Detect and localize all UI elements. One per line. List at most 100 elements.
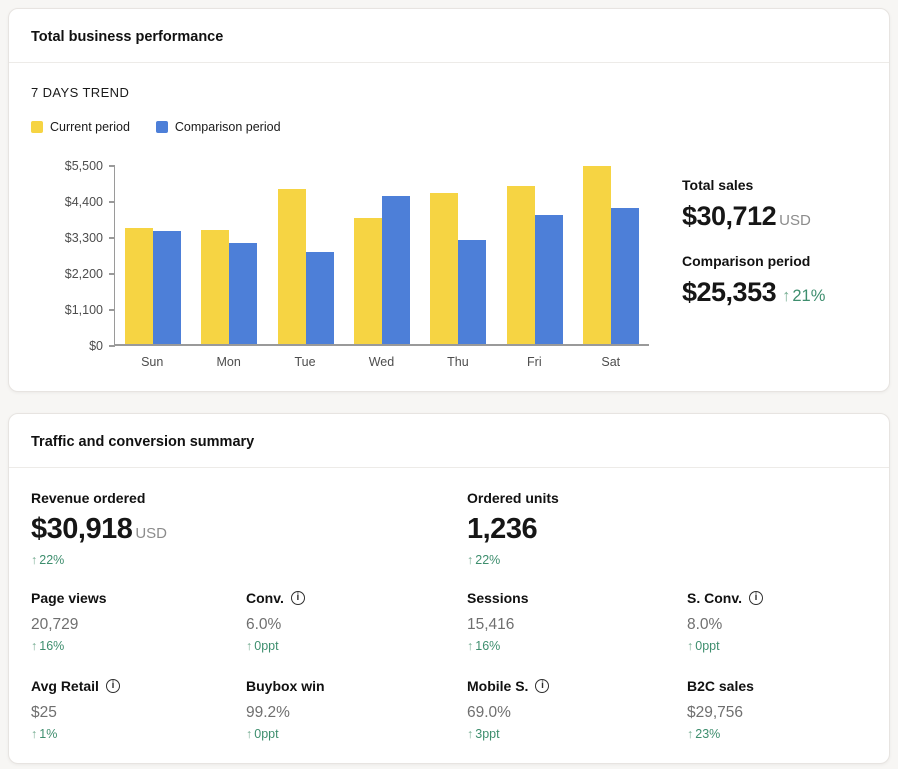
up-arrow-icon: ↑ [467,727,474,741]
legend-swatch-icon [155,121,168,133]
metric-label-text: Page views [31,590,107,606]
comparison-delta: ↑ 21% [782,287,825,305]
bar-group-sat [573,165,649,344]
metric-delta-value: 23% [695,727,721,741]
comparison-period-value: $25,353 ↑ 21% [682,277,825,308]
current-period-bar-fri[interactable] [506,185,535,344]
y-axis-label: $0 [89,339,103,353]
info-icon[interactable]: i [535,679,550,693]
info-icon[interactable]: i [290,591,305,605]
info-icon[interactable]: i [105,679,120,693]
metric-sessions: Sessions 15,416 ↑ 16% [467,590,687,653]
comparison-period-bar-mon[interactable] [229,242,258,344]
metric-delta: ↑ 23% [687,727,867,741]
metric-label: S. Conv. i [687,590,867,606]
y-axis-label: $5,500 [64,159,103,173]
metric-s-conv: S. Conv. i 8.0% ↑ 0ppt [687,590,867,653]
up-arrow-icon: ↑ [31,727,38,741]
current-period-bar-mon[interactable] [201,229,230,344]
primary-metric-amount: 1,236 [467,513,538,545]
primary-metric-label: Revenue ordered [31,490,146,506]
primary-metric-unit: USD [135,525,167,542]
metric-label: Buybox win [246,678,467,694]
comparison-period-bar-sun[interactable] [153,231,182,344]
up-arrow-icon: ↑ [467,553,474,567]
comparison-period-bar-sat[interactable] [610,208,639,344]
up-arrow-icon: ↑ [467,639,474,653]
bar-group-thu [420,166,496,344]
comparison-amount: $25,353 [682,277,777,307]
legend-item-0: Current period [31,120,130,134]
metric-conv: Conv. i 6.0% ↑ 0ppt [246,590,467,653]
primary-metric-0: Revenue ordered $30,918 USD ↑ 22% [31,490,467,567]
bar-group-mon [191,166,267,344]
metric-label-text: Mobile S. [467,678,529,694]
metric-value: 99.2% [246,704,290,721]
primary-metric-value: 1,236 [467,513,867,546]
performance-card-title: Total business performance [31,29,224,45]
metric-delta: ↑ 0ppt [246,727,467,741]
primary-metric-value: $30,918 USD [31,513,467,546]
metric-page-views: Page views 20,729 ↑ 16% [31,590,246,653]
metric-b2c-sales: B2C sales $29,756 ↑ 23% [687,678,867,741]
metric-mobile-s: Mobile S. i 69.0% ↑ 3ppt [467,678,687,741]
metric-delta-value: 0ppt [254,727,279,741]
metric-label: Sessions [467,590,687,606]
y-axis-tick [109,237,115,239]
chart-row: $0 $1,100 $2,200 $3,300 $4,400 $5,500 Sun Mon T… [31,159,867,369]
metric-label: Avg Retail i [31,678,246,694]
legend-label: Comparison period [174,120,281,134]
up-arrow-icon: ↑ [246,727,253,741]
comparison-period-bar-fri[interactable] [534,214,563,344]
metric-delta: ↑ 3ppt [467,727,687,741]
total-sales-label: Total sales [682,177,754,193]
y-axis-tick [109,309,115,311]
metric-value: 69.0% [467,704,511,721]
comparison-period-bar-tue[interactable] [305,252,334,344]
bar-group-sun [115,166,191,344]
metric-label-text: B2C sales [687,678,754,694]
comparison-delta-value: 21% [792,287,826,305]
primary-metric-amount: $30,918 [31,513,133,545]
traffic-card: Traffic and conversion summary Revenue o… [8,413,890,764]
metric-delta: ↑ 16% [31,639,246,653]
up-arrow-icon: ↑ [31,553,38,567]
current-period-bar-sat[interactable] [582,165,611,344]
total-sales-unit: USD [779,212,811,229]
primary-metric-label: Ordered units [467,490,559,506]
metric-label: Page views [31,590,246,606]
comparison-period-bar-wed[interactable] [381,196,410,344]
y-axis-label: $3,300 [64,231,103,245]
traffic-card-header: Traffic and conversion summary [9,414,889,468]
metric-label-text: Sessions [467,590,529,606]
current-period-bar-thu[interactable] [430,192,459,344]
current-period-bar-sun[interactable] [125,227,154,344]
metric-delta-value: 0ppt [695,639,720,653]
metric-value: $29,756 [687,704,744,721]
current-period-bar-wed[interactable] [353,217,382,344]
metric-delta: ↑ 0ppt [246,639,467,653]
legend-item-1: Comparison period [155,120,281,134]
x-axis-label-sat: Sat [601,355,621,369]
primary-metric-1: Ordered units 1,236 ↑ 22% [467,490,867,567]
metric-label-text: Conv. [246,590,284,606]
metric-value: $25 [31,704,57,721]
y-axis-tick [109,273,115,275]
traffic-card-title: Traffic and conversion summary [31,434,255,450]
primary-metrics-grid: Revenue ordered $30,918 USD ↑ 22% Ordered uni… [31,490,867,567]
x-axis-label-wed: Wed [368,355,395,369]
chart-x-axis-labels: Sun Mon Tue Wed Thu Fri Sat [114,355,649,369]
primary-metric-delta: ↑ 22% [31,553,467,567]
comparison-period-bar-thu[interactable] [458,239,487,344]
metric-label: Conv. i [246,590,467,606]
up-arrow-icon: ↑ [687,727,694,741]
performance-card-body: 7 DAYS TREND Current period Comparison pe… [9,63,889,391]
current-period-bar-tue[interactable] [277,189,306,344]
performance-card: Total business performance 7 DAYS TREND … [8,8,890,392]
metric-value: 8.0% [687,616,723,633]
info-icon[interactable]: i [748,591,763,605]
x-axis-label-thu: Thu [447,355,469,369]
metric-avg-retail: Avg Retail i $25 ↑ 1% [31,678,246,741]
metric-delta-value: 16% [39,639,65,653]
